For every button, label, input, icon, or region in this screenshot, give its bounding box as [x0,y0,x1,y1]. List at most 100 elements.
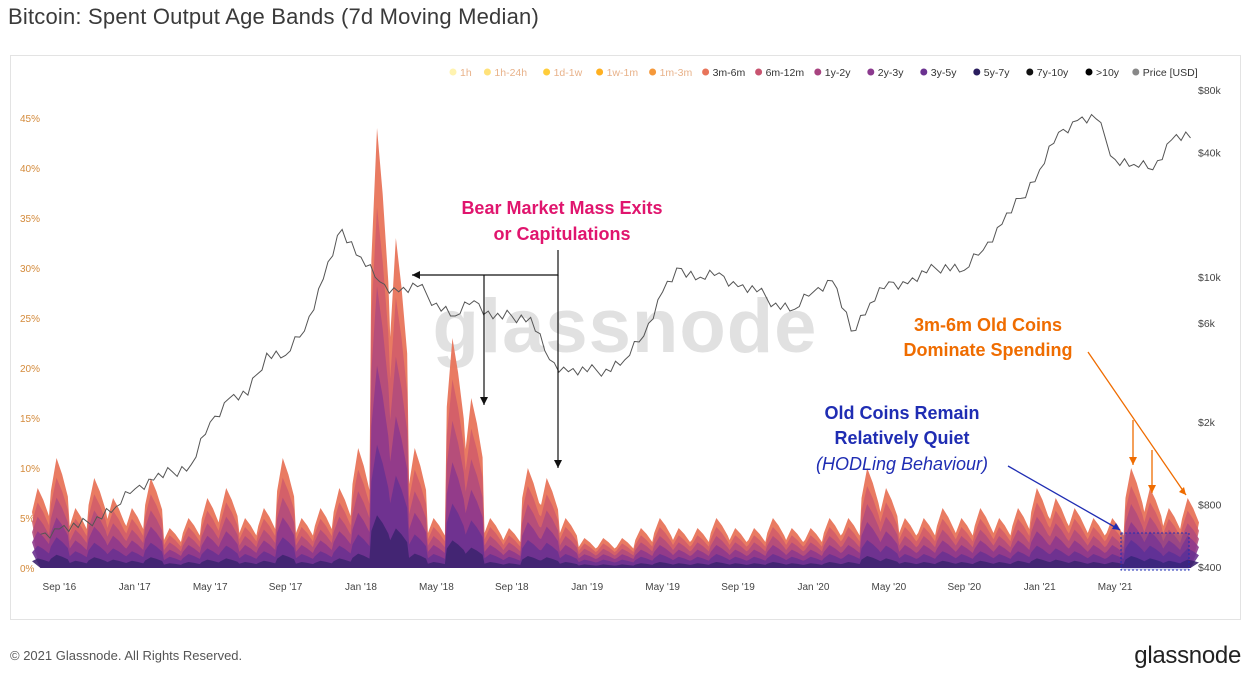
y-left-tick-label: 30% [20,264,40,275]
right-y-axis: $400 $800 $2k $6k $10k $40k $80k [1198,85,1222,574]
y-right-tick-label: $800 [1198,500,1222,512]
orange-arrowhead-a [1129,457,1137,465]
legend-item: 5y-7y [973,67,1010,79]
legend-label: 2y-3y [878,67,904,79]
legend-swatch [1132,68,1140,76]
age-band-area-5 [32,515,1199,568]
chart-legend: Price [USD] >10y 7y-10y 5y-7y 3y-5y 2y-3y 1y-2… [449,67,1198,79]
legend-label: 1m-3m [660,67,693,79]
legend-swatch [596,68,604,76]
legend-item: >10y [1085,67,1120,79]
legend-item: 7y-10y [1026,67,1069,79]
y-left-tick-label: 15% [20,414,40,425]
y-right-tick-label: $10k [1198,272,1222,284]
copyright: © 2021 Glassnode. All Rights Reserved. [10,648,243,663]
x-tick-label: Sep '19 [721,582,755,593]
age-band-areas [32,128,1199,568]
y-right-tick-label: $400 [1198,562,1222,574]
y-left-tick-label: 45% [20,114,40,125]
x-tick-label: Jan '21 [1024,582,1056,593]
legend-swatch [867,68,875,76]
y-left-tick-label: 5% [20,514,35,525]
x-tick-label: May '20 [872,582,907,593]
legend-label: Price [USD] [1143,67,1198,79]
legend-label: >10y [1096,67,1120,79]
legend-swatch [649,68,657,76]
price-line-path [40,113,1191,539]
x-tick-label: May '21 [1098,582,1133,593]
legend-swatch [543,68,551,76]
bear-arrowhead-right [554,460,562,468]
legend-swatch [449,68,457,76]
left-y-axis: 0% 5% 10% 15% 20% 25% 30% 35% 40% 45% [20,114,40,575]
legend-label: 1h-24h [494,67,527,79]
legend-swatch [920,68,928,76]
legend-item: Price [USD] [1132,67,1198,79]
x-tick-label: Jan '20 [797,582,829,593]
x-tick-label: Sep '16 [43,582,77,593]
blue-annotation-line-2: Relatively Quiet [834,428,969,448]
bear-annotation-line-2: or Capitulations [493,224,630,244]
age-band-area-4 [32,444,1199,568]
page-title: Bitcoin: Spent Output Age Bands (7d Movi… [8,4,539,29]
x-tick-label: May '19 [645,582,680,593]
blue-arrow [1007,465,1121,531]
brand-logo: glassnode [1134,642,1241,669]
x-tick-label: May '18 [419,582,454,593]
legend-item: 1h-24h [483,67,527,79]
orange-arrowhead-b [1148,485,1156,493]
legend-item: 1m-3m [649,67,693,79]
chart-frame [10,55,1241,620]
legend-item: 2y-3y [867,67,904,79]
y-right-tick-label: $6k [1198,318,1216,330]
legend-item: 1y-2y [814,67,851,79]
legend-label: 1w-1m [607,67,639,79]
legend-label: 7y-10y [1037,67,1069,79]
legend-label: 1y-2y [825,67,851,79]
x-tick-label: Sep '18 [495,582,529,593]
x-tick-label: Jan '18 [345,582,377,593]
legend-label: 6m-12m [766,67,805,79]
age-band-area-1 [32,207,1199,568]
orange-annotation-line-1: 3m-6m Old Coins [914,315,1062,335]
legend-swatch [483,68,491,76]
orange-annotation-line-2: Dominate Spending [903,340,1072,360]
y-right-tick-label: $2k [1198,417,1216,429]
legend-item: 3y-5y [920,67,957,79]
hodl-highlight-box [1120,532,1190,571]
legend-label: 1d-1w [554,67,583,79]
legend-swatch [702,68,710,76]
legend-label: 3y-5y [931,67,957,79]
price-line [40,113,1191,539]
x-tick-label: May '17 [193,582,228,593]
legend-swatch [973,68,981,76]
legend-label: 3m-6m [713,67,746,79]
x-tick-label: Sep '20 [947,582,981,593]
blue-annotation-line-1: Old Coins Remain [824,403,979,423]
legend-swatch [755,68,763,76]
y-left-tick-label: 20% [20,364,40,375]
y-right-tick-label: $80k [1198,85,1222,97]
legend-item: 6m-12m [755,67,804,79]
annotations: Bear Market Mass Exits or Capitulations 3m… [412,198,1190,571]
orange-arrowhead-main [1179,487,1186,495]
watermark: glassnode [433,284,818,369]
bear-arrowhead-left [412,271,420,279]
bear-arrow-left [412,250,559,276]
blue-annotation-line-3: (HODLing Behaviour) [816,454,988,474]
legend-swatch [1026,68,1034,76]
y-left-tick-label: 10% [20,464,40,475]
bear-arrowhead-mid [480,397,488,405]
legend-item: 1h [449,67,472,79]
x-tick-label: Jan '17 [119,582,151,593]
legend-item: 1d-1w [543,67,583,79]
x-tick-label: Jan '19 [571,582,603,593]
blue-arrowhead [1112,523,1120,530]
x-tick-label: Sep '17 [269,582,303,593]
legend-label: 1h [460,67,472,79]
y-left-tick-label: 35% [20,214,40,225]
bear-annotation-line-1: Bear Market Mass Exits [461,198,662,218]
y-left-tick-label: 25% [20,314,40,325]
y-left-tick-label: 0% [20,564,35,575]
